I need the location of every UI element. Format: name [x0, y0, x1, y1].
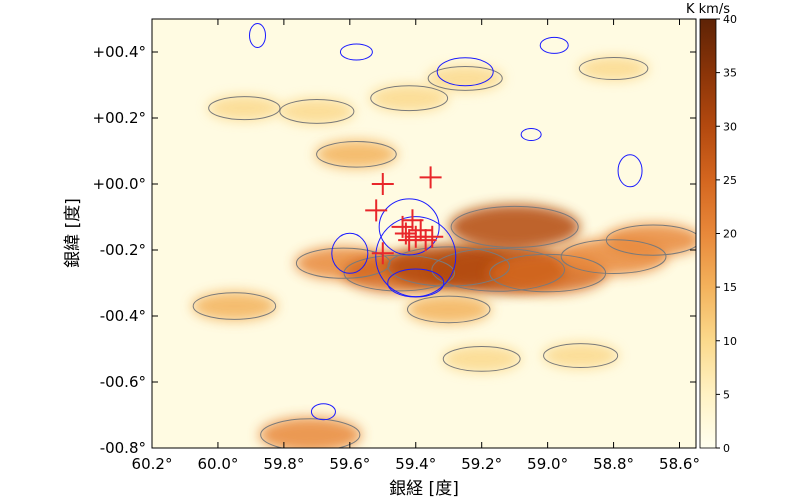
x-tick-label: 60.0°	[197, 455, 238, 473]
contour-lines	[192, 23, 696, 448]
blue-contour	[436, 57, 494, 87]
blue-contour	[617, 154, 643, 188]
gray-contour	[406, 295, 491, 324]
emission-region	[191, 291, 277, 321]
gray-contour	[442, 346, 521, 372]
emission-region	[259, 417, 362, 448]
emission-region	[315, 140, 398, 169]
blue-contour	[249, 23, 267, 48]
emission-region	[426, 65, 504, 92]
y-tick-label: +00.4°	[93, 43, 146, 61]
colorbar-tick-label: 0	[723, 442, 730, 455]
colorbar-tick-label: 40	[723, 13, 737, 26]
colorbar-tick-label: 15	[723, 281, 737, 294]
plot-frame	[151, 18, 697, 449]
y-tick-label: -00.4°	[100, 307, 146, 325]
emission-region	[406, 294, 492, 325]
red-cross-marker	[365, 199, 388, 222]
red-cross-marker	[421, 225, 444, 248]
red-cross-marker	[371, 242, 394, 265]
gray-contour	[316, 140, 397, 168]
x-tick-label: 58.8°	[593, 455, 634, 473]
blue-contour	[331, 232, 369, 274]
y-tick-label: -00.6°	[100, 373, 146, 391]
colorbar-ticks: 0 5 10 15 20 25 30 35 40	[716, 13, 737, 455]
red-cross-marker	[391, 215, 414, 238]
blue-contour	[378, 198, 440, 256]
colorbar-tick-label: 20	[723, 228, 737, 241]
gray-contour	[208, 96, 281, 121]
gray-contour	[450, 205, 579, 248]
x-tick-label: 59.0°	[527, 455, 568, 473]
blue-contour	[310, 403, 336, 421]
emission-region	[442, 345, 522, 373]
colorbar-tick-label: 5	[723, 388, 730, 401]
red-cross-marker	[371, 173, 394, 195]
red-cross-marker	[398, 229, 421, 252]
emission-region	[207, 95, 282, 121]
emission-region	[578, 56, 649, 81]
blue-contour	[387, 268, 445, 298]
y-tick-label: +00.2°	[93, 109, 146, 127]
y-tick-label: +00.0°	[93, 175, 146, 193]
gray-contour	[560, 239, 667, 275]
y-tick-label: -00.8°	[100, 439, 146, 457]
blue-contour	[520, 128, 542, 141]
blue-contour	[339, 43, 373, 61]
red-cross-marker	[409, 219, 432, 242]
emission-region	[449, 204, 581, 250]
emission-map	[191, 56, 696, 448]
colorbar	[699, 18, 717, 449]
emission-region	[369, 84, 449, 112]
colorbar-tick-label: 30	[723, 120, 737, 133]
x-axis-title: 銀経 [度]	[389, 479, 459, 499]
blue-contour	[539, 36, 569, 54]
gray-contour	[370, 85, 449, 112]
gray-contour	[431, 247, 566, 292]
gray-contour	[387, 246, 510, 287]
emission-region	[542, 342, 619, 369]
y-axis-title: 銀緯 [度]	[63, 198, 83, 268]
emission-region	[604, 223, 696, 257]
x-tick-label: 58.6°	[659, 455, 700, 473]
x-tick-label: 59.2°	[461, 455, 502, 473]
gray-contour	[279, 98, 355, 124]
y-axis: +00.4° +00.2° +00.0° -00.2° -00.4° -00.6° -00.…	[93, 43, 696, 457]
gray-contour	[578, 56, 649, 81]
colorbar-tick-label: 35	[723, 67, 737, 80]
x-tick-label: 59.8°	[263, 455, 304, 473]
gray-contour	[295, 247, 391, 279]
gray-contour	[605, 224, 696, 256]
gray-contour	[260, 418, 361, 448]
x-tick-label: 59.4°	[395, 455, 436, 473]
source-markers	[365, 166, 444, 265]
gray-contour	[192, 292, 277, 320]
x-tick-label: 60.2°	[132, 455, 173, 473]
red-cross-marker	[419, 166, 442, 189]
gray-contour	[543, 343, 619, 369]
colorbar-unit: K km/s	[686, 2, 730, 17]
x-tick-label: 59.6°	[329, 455, 370, 473]
colorbar-tick-label: 10	[723, 335, 737, 348]
colorbar-tick-label: 25	[723, 174, 737, 187]
gray-contour	[427, 65, 503, 91]
x-axis: 60.2° 60.0° 59.8° 59.6° 59.4° 59.2° 59.0° 58.8°…	[132, 19, 700, 473]
y-tick-label: -00.2°	[100, 241, 146, 259]
emission-region	[278, 98, 356, 125]
